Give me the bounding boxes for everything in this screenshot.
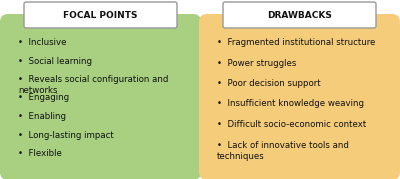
Text: •  Engaging: • Engaging <box>18 93 69 103</box>
Text: •  Inclusive: • Inclusive <box>18 38 66 47</box>
Text: •  Power struggles: • Power struggles <box>217 59 296 67</box>
Text: •  Flexible: • Flexible <box>18 149 62 158</box>
Text: •  Difficult socio-economic context: • Difficult socio-economic context <box>217 120 366 129</box>
Text: •  Enabling: • Enabling <box>18 112 66 121</box>
Text: •  Fragmented institutional structure: • Fragmented institutional structure <box>217 38 375 47</box>
Text: FOCAL POINTS: FOCAL POINTS <box>63 11 138 20</box>
FancyBboxPatch shape <box>199 14 400 179</box>
Text: •  Social learning: • Social learning <box>18 57 92 66</box>
FancyBboxPatch shape <box>24 2 177 28</box>
Text: •  Poor decision support: • Poor decision support <box>217 79 321 88</box>
Text: DRAWBACKS: DRAWBACKS <box>267 11 332 20</box>
Text: •  Insufficient knowledge weaving: • Insufficient knowledge weaving <box>217 100 364 108</box>
Text: •  Long-lasting impact: • Long-lasting impact <box>18 130 114 139</box>
FancyBboxPatch shape <box>223 2 376 28</box>
Text: •  Lack of innovative tools and
techniques: • Lack of innovative tools and technique… <box>217 141 349 161</box>
Text: •  Reveals social configuration and
networks: • Reveals social configuration and netwo… <box>18 75 168 95</box>
FancyBboxPatch shape <box>0 14 201 179</box>
